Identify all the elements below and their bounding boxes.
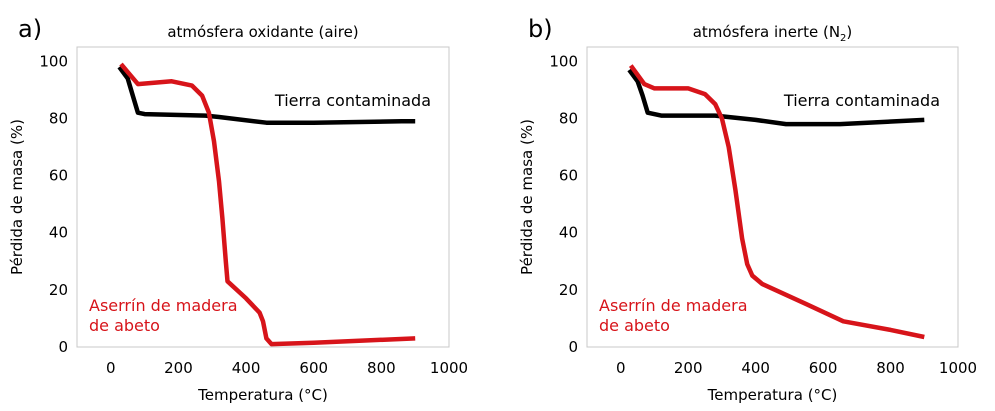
panel-a: a) atmósfera oxidante (aire)0 200 400 600 800… <box>8 15 468 404</box>
x-tick-label: 0 <box>616 359 626 377</box>
x-tick-label: 200 <box>164 359 193 377</box>
y-tick-label: 0 <box>568 338 578 356</box>
y-axis-label: Pérdida de masa (%) <box>518 119 536 275</box>
annotation-aserrin-line: Aserrín de madera <box>89 296 238 315</box>
annotation-tierra-contaminada: Tierra contaminada <box>783 91 940 110</box>
title-end: ) <box>846 23 852 41</box>
x-axis-label: Temperatura (°C) <box>197 386 328 404</box>
y-tick-label: 80 <box>559 109 578 127</box>
y-tick-label: 60 <box>49 167 68 185</box>
annotation-aserrin-line: de abeto <box>89 316 160 335</box>
y-tick-label: 20 <box>559 281 578 299</box>
series-line-tierra-contaminada <box>117 65 416 125</box>
annotation-tierra-contaminada: Tierra contaminada <box>274 91 431 110</box>
panel-b: b) atmósfera inerte (N2)0 200 400 600 800 1000… <box>518 15 977 404</box>
series-line-aserrin <box>628 64 925 340</box>
series-line-aserrin <box>119 62 416 347</box>
x-tick-label: 200 <box>674 359 703 377</box>
x-tick-label: 400 <box>741 359 770 377</box>
title-subscript: 2 <box>840 33 846 44</box>
chart-title: atmósfera inerte (N2) <box>693 23 853 44</box>
annotation-aserrin-line: de abeto <box>599 316 670 335</box>
x-tick-label: 1000 <box>939 359 977 377</box>
y-tick-label: 0 <box>58 338 68 356</box>
panel-label: b) <box>528 15 553 43</box>
y-axis-label: Pérdida de masa (%) <box>8 119 26 275</box>
x-tick-label: 600 <box>299 359 328 377</box>
y-tick-label: 80 <box>49 109 68 127</box>
y-tick-label: 100 <box>39 52 68 70</box>
y-tick-label: 100 <box>549 52 578 70</box>
annotation-aserrin-line: Aserrín de madera <box>599 296 748 315</box>
y-tick-label: 40 <box>559 224 578 242</box>
plot-area <box>586 46 959 348</box>
y-tick-label: 20 <box>49 281 68 299</box>
x-tick-label: 0 <box>106 359 116 377</box>
x-tick-label: 400 <box>232 359 261 377</box>
x-tick-label: 800 <box>367 359 396 377</box>
x-axis-label: Temperatura (°C) <box>707 386 838 404</box>
x-tick-label: 1000 <box>430 359 468 377</box>
panel-label: a) <box>18 15 42 43</box>
x-tick-label: 800 <box>876 359 905 377</box>
series-line-tierra-contaminada <box>627 68 925 127</box>
y-tick-label: 40 <box>49 224 68 242</box>
plot-area <box>76 46 450 348</box>
x-tick-label: 600 <box>809 359 838 377</box>
chart-title: atmósfera oxidante (aire) <box>167 23 358 41</box>
y-tick-label: 60 <box>559 167 578 185</box>
